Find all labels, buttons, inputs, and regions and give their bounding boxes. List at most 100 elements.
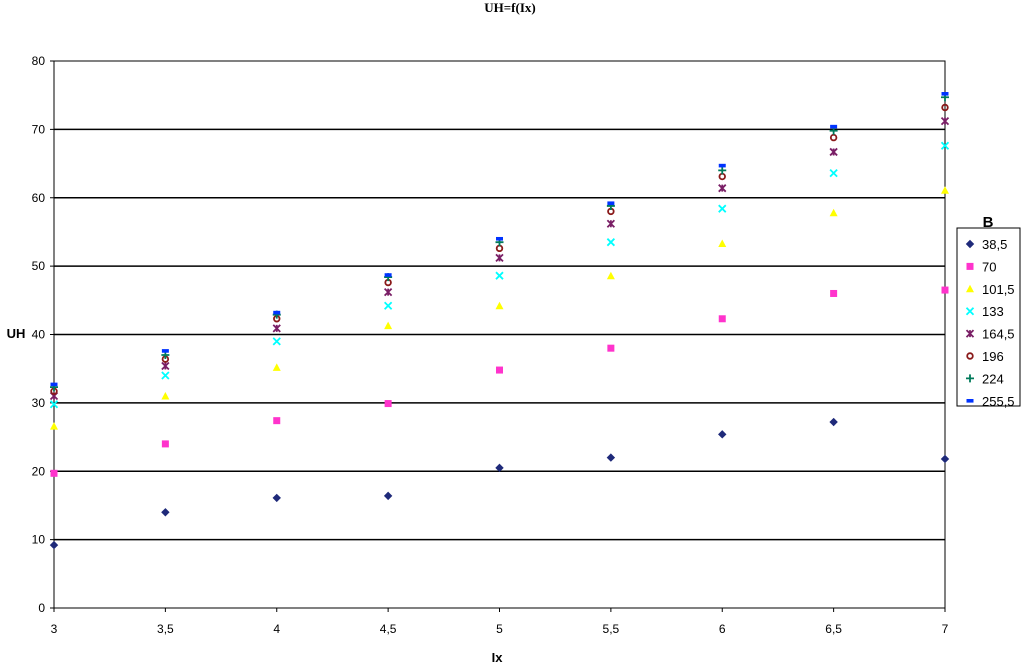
data-point (940, 454, 950, 464)
data-point (606, 453, 616, 462)
data-point (161, 371, 170, 380)
data-point (940, 141, 950, 150)
data-point (50, 422, 58, 430)
legend-label: 70 (982, 259, 996, 274)
series-points (49, 141, 950, 409)
data-point (941, 92, 949, 96)
gridlines (54, 128, 945, 541)
y-tick-label: 50 (32, 259, 46, 273)
data-point (718, 204, 727, 213)
data-point (830, 289, 838, 297)
data-point (606, 219, 616, 228)
data-point (940, 117, 950, 126)
data-point (495, 271, 504, 280)
y-tick-label: 40 (32, 328, 46, 342)
data-point (718, 166, 727, 175)
data-point (607, 344, 615, 352)
data-point (495, 463, 504, 473)
data-point (829, 147, 838, 157)
legend-label: 255,5 (982, 394, 1015, 409)
legend-marker (966, 399, 974, 403)
data-point (606, 238, 616, 247)
x-tick-label: 5,5 (603, 622, 620, 636)
y-tick-label: 0 (38, 601, 45, 615)
data-point (496, 366, 503, 374)
data-point (273, 417, 281, 425)
data-point (272, 324, 281, 333)
data-point (607, 201, 615, 206)
legend-label: 101,5 (982, 282, 1015, 297)
chart-title: UH=f(Ix) (484, 0, 535, 15)
data-point (829, 168, 838, 178)
data-point (941, 103, 949, 112)
y-tick-label: 60 (32, 191, 46, 205)
data-point (272, 493, 281, 503)
data-point (718, 430, 727, 439)
data-point (384, 273, 392, 277)
data-point (941, 186, 949, 194)
legend-label: 196 (982, 349, 1004, 364)
x-tick-label: 3,5 (157, 622, 174, 636)
data-point (606, 271, 615, 280)
y-axis-label: UH (7, 326, 26, 341)
data-point (272, 363, 281, 371)
data-point (718, 315, 726, 323)
legend-marker (966, 262, 974, 270)
data-point (383, 301, 393, 310)
series-points (49, 417, 950, 550)
data-point (50, 382, 58, 387)
legend-marker (966, 352, 974, 360)
x-tick-label: 3 (51, 622, 58, 636)
legend-label: 133 (982, 304, 1004, 319)
data-point (161, 349, 169, 353)
data-point (272, 337, 281, 346)
data-point (384, 400, 392, 408)
data-point (383, 287, 393, 297)
legend-label: 38,5 (982, 237, 1007, 252)
data-point (495, 253, 504, 263)
x-tick-label: 4 (273, 622, 280, 636)
data-point (50, 469, 58, 477)
legend-marker (965, 239, 975, 249)
legend: B 38,5 70 101,5 133 164,5 196 224 255,5 (956, 214, 1021, 409)
data-point (830, 124, 838, 129)
x-tick-label: 6,5 (825, 622, 842, 636)
legend-title: B (983, 214, 994, 231)
data-point (718, 184, 727, 193)
data-point (273, 310, 281, 315)
data-point (495, 301, 504, 310)
data-point (383, 491, 393, 501)
legend-marker (966, 374, 974, 383)
data-point (161, 440, 169, 448)
series-points (50, 286, 949, 477)
data-point (829, 417, 838, 427)
data-points (49, 92, 950, 550)
x-tick-label: 6 (719, 622, 726, 636)
legend-label: 224 (982, 371, 1004, 386)
axes: 0 10 20 30 40 50 60 70 80 3 3,5 4 4,5 5 5,5 6 6,5 7 (32, 54, 949, 636)
data-point (384, 321, 393, 330)
y-tick-label: 80 (32, 54, 46, 68)
legend-box (956, 227, 1021, 407)
data-point (49, 540, 59, 550)
data-point (718, 239, 727, 248)
data-point (49, 400, 59, 409)
x-axis-label: Ix (492, 650, 504, 665)
x-tick-label: 7 (942, 622, 949, 636)
legend-label: 164,5 (982, 327, 1015, 342)
data-point (161, 508, 170, 517)
legend-marker (965, 329, 975, 338)
x-tick-label: 5 (496, 622, 503, 636)
data-point (161, 392, 170, 400)
x-tick-label: 4,5 (380, 622, 397, 636)
legend-marker (965, 307, 975, 316)
legend-marker (966, 284, 974, 293)
series-points (50, 92, 949, 387)
y-tick-label: 20 (32, 464, 46, 478)
data-point (829, 208, 838, 217)
y-tick-label: 10 (32, 533, 46, 547)
data-point (829, 133, 838, 142)
y-tick-label: 30 (32, 396, 46, 410)
series-points (49, 117, 950, 401)
